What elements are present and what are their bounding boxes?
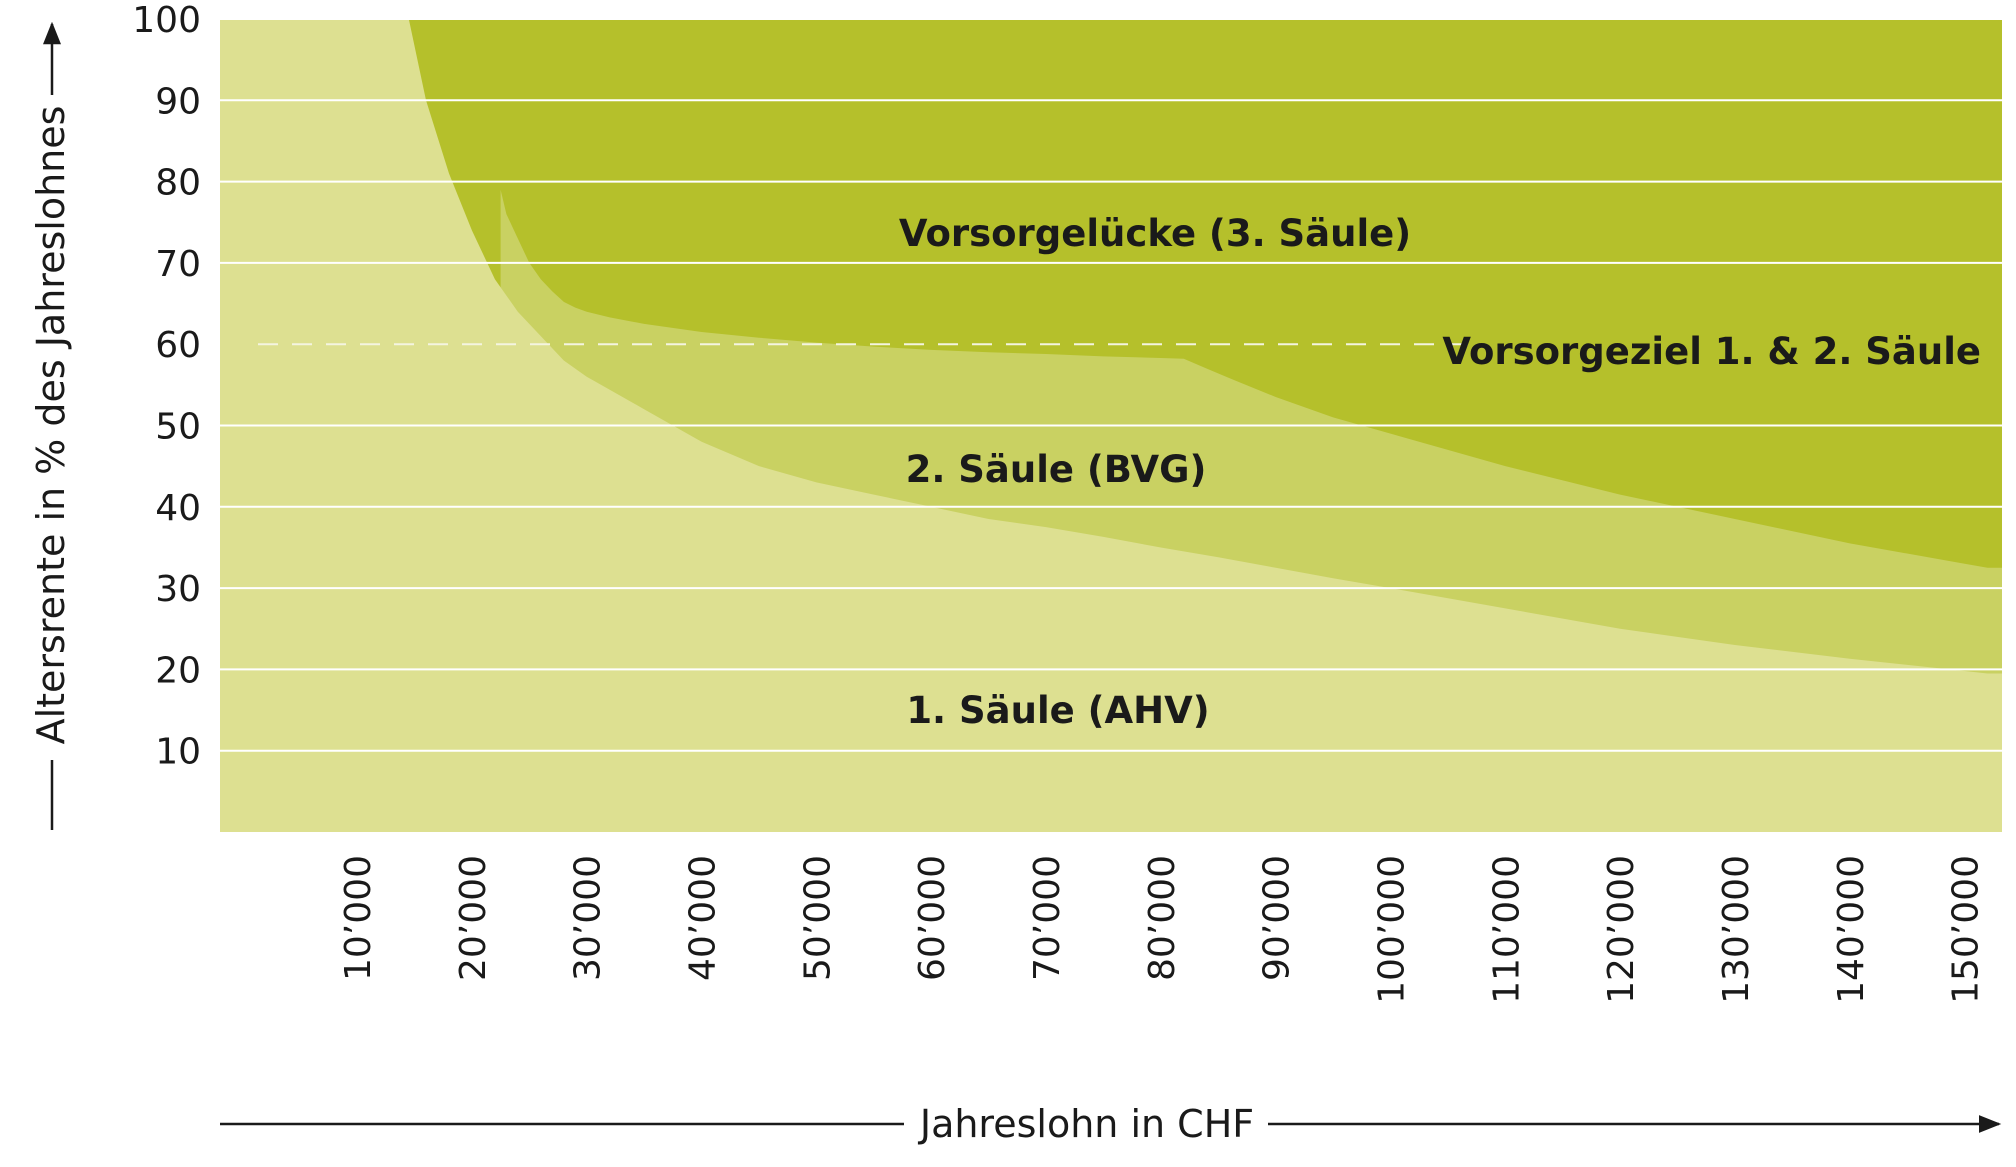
x-tick-label: 50’000 [797, 855, 838, 981]
y-tick-label: 50 [155, 407, 201, 448]
y-axis-ticks: 10 20 30 40 50 60 70 80 90 100 [132, 0, 201, 773]
label-bvg: 2. Säule (BVG) [906, 448, 1207, 491]
y-tick-label: 30 [155, 569, 201, 610]
y-tick-label: 80 [155, 163, 201, 204]
y-tick-label: 40 [155, 488, 201, 529]
y-tick-label: 20 [155, 650, 201, 691]
label-target-line: Vorsorgeziel 1. & 2. Säule [1442, 330, 1981, 373]
x-tick-label: 30’000 [568, 855, 609, 981]
area-ahv [220, 19, 2002, 832]
x-tick-label: 110’000 [1486, 855, 1527, 1004]
x-tick-label: 150’000 [1946, 855, 1987, 1004]
x-tick-label: 140’000 [1831, 855, 1872, 1004]
plot-area [220, 19, 2002, 832]
x-tick-label: 100’000 [1372, 855, 1413, 1004]
x-tick-label: 10’000 [338, 855, 379, 981]
y-axis-title-group: Altersrente in % des Jahreslohnes [29, 21, 73, 830]
label-ahv: 1. Säule (AHV) [906, 689, 1209, 732]
y-tick-label: 90 [155, 81, 201, 122]
x-axis-title-group: Jahreslohn in CHF [220, 1102, 2002, 1146]
grid-lines [220, 19, 2002, 752]
y-tick-label: 70 [155, 244, 201, 285]
y-tick-label: 10 [155, 732, 201, 773]
x-axis-ticks: 10’000 20’000 30’000 40’000 50’000 60’000 70’0… [338, 855, 1987, 1004]
x-tick-label: 60’000 [912, 855, 953, 981]
x-tick-label: 120’000 [1601, 855, 1642, 1004]
x-axis-title: Jahreslohn in CHF [918, 1102, 1254, 1146]
y-axis-title: Altersrente in % des Jahreslohnes [29, 106, 73, 745]
label-vorsorgeluecke: Vorsorgelücke (3. Säule) [899, 212, 1411, 255]
x-tick-label: 90’000 [1257, 855, 1298, 981]
x-tick-label: 20’000 [453, 855, 494, 981]
x-tick-label: 80’000 [1142, 855, 1183, 981]
y-tick-label: 100 [132, 0, 201, 41]
x-tick-label: 70’000 [1027, 855, 1068, 981]
x-tick-label: 40’000 [683, 855, 724, 981]
x-tick-label: 130’000 [1716, 855, 1757, 1004]
y-tick-label: 60 [155, 325, 201, 366]
